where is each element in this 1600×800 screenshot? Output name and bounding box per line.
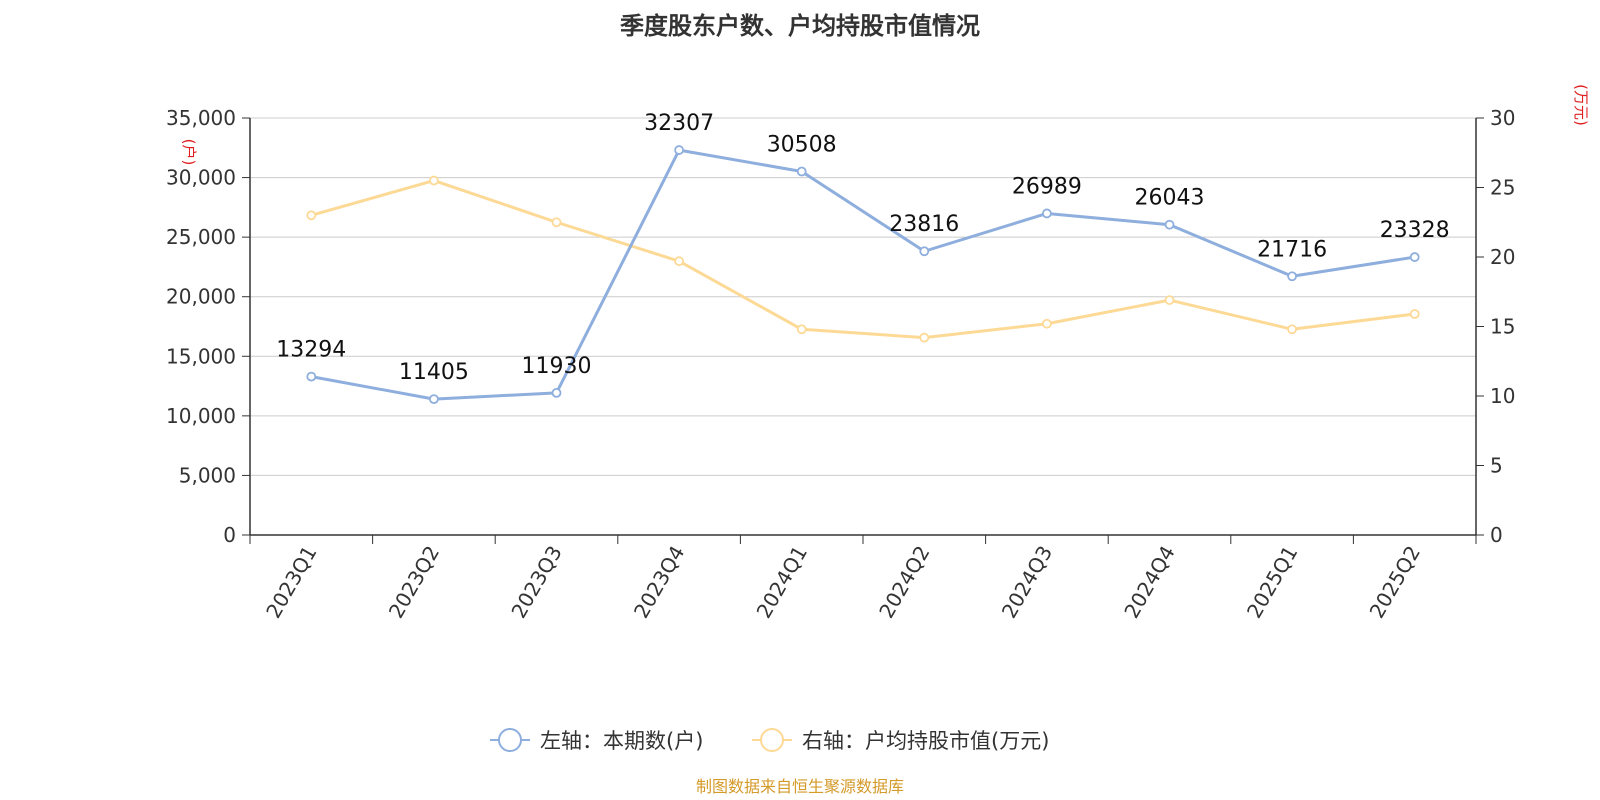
x-axis-tick-label: 2023Q4 <box>629 542 689 623</box>
x-axis-tick-label: 2023Q2 <box>384 542 444 623</box>
data-point-left <box>306 371 317 382</box>
left-axis-unit: (户) <box>180 139 198 166</box>
data-label: 23328 <box>1380 218 1450 243</box>
right-axis-tick-label: 15 <box>1490 315 1515 339</box>
right-axis-tick-label: 20 <box>1490 245 1515 269</box>
data-point-left <box>674 145 684 155</box>
right-axis-tick-label: 30 <box>1490 106 1515 130</box>
data-label: 26989 <box>1012 174 1082 199</box>
left-axis-tick-label: 35,000 <box>166 106 236 130</box>
left-axis-tick-label: 25,000 <box>166 225 236 249</box>
data-point-left <box>551 387 562 398</box>
x-axis-tick-label: 2025Q2 <box>1365 542 1425 623</box>
gridlines <box>250 117 1476 476</box>
data-label: 23816 <box>889 212 959 237</box>
legend: 左轴：本期数(户) 右轴：户均持股市值(万元) <box>490 728 1049 753</box>
series-layer <box>306 145 1420 405</box>
x-axis-tick-label: 2024Q3 <box>997 542 1057 623</box>
x-axis-tick-label: 2024Q2 <box>874 542 934 623</box>
left-axis-tick-label: 10,000 <box>166 404 236 428</box>
legend-marker-left[interactable] <box>498 728 522 752</box>
left-axis-tick-label: 5,000 <box>179 463 236 487</box>
data-point-right <box>306 210 317 221</box>
data-label: 11405 <box>399 360 469 385</box>
data-labels: 13294 11405 11930 32307 30508 23816 26989 26043… <box>276 111 1449 385</box>
series-line-left <box>311 148 1415 401</box>
left-axis-tick-label: 20,000 <box>166 285 236 309</box>
data-point-right <box>551 217 562 228</box>
data-label: 13294 <box>276 338 346 363</box>
data-point-right <box>428 175 439 186</box>
data-point-right <box>796 324 807 335</box>
axes: 0 5,000 10,000 15,000 20,000 25,000 30,000 35,0… <box>166 106 1515 622</box>
x-axis-tick-label: 2023Q1 <box>261 542 321 623</box>
x-axis-tick-label: 2023Q3 <box>506 542 566 623</box>
data-point-left <box>1287 271 1297 282</box>
right-axis-tick-label: 5 <box>1490 454 1503 478</box>
data-point-right <box>1287 324 1297 335</box>
data-point-right <box>1164 295 1175 305</box>
data-point-right <box>1409 309 1420 319</box>
series-line-right <box>310 179 1415 340</box>
data-label: 21716 <box>1257 237 1327 262</box>
left-axis-tick-label: 15,000 <box>166 344 236 368</box>
data-point-right <box>674 256 684 267</box>
x-axis-tick-label: 2024Q1 <box>752 542 812 623</box>
data-point-left <box>1409 252 1420 262</box>
left-axis-tick-label: 30,000 <box>166 166 236 190</box>
data-point-right <box>919 332 930 343</box>
right-axis-tick-label: 10 <box>1490 384 1515 408</box>
chart-title: 季度股东户数、户均持股市值情况 <box>620 12 980 40</box>
data-point-left <box>796 166 807 177</box>
data-label: 11930 <box>522 354 592 379</box>
data-point-left <box>1164 219 1175 230</box>
data-label: 32307 <box>644 111 714 136</box>
data-point-left <box>1042 208 1052 219</box>
data-label: 30508 <box>767 133 837 158</box>
data-point-right <box>1042 318 1052 329</box>
left-axis-tick-label: 0 <box>223 523 236 547</box>
data-label: 26043 <box>1135 186 1205 211</box>
x-axis-tick-label: 2025Q1 <box>1242 542 1302 623</box>
source-note: 制图数据来自恒生聚源数据库 <box>696 777 904 796</box>
right-axis-tick-label: 0 <box>1490 523 1503 547</box>
legend-marker-right[interactable] <box>760 728 784 752</box>
data-point-left <box>428 394 439 405</box>
right-axis-unit: (万元) <box>1572 84 1590 126</box>
data-point-left <box>919 246 930 257</box>
right-axis-tick-label: 25 <box>1490 176 1515 200</box>
legend-label-right[interactable]: 右轴：户均持股市值(万元) <box>802 729 1049 753</box>
x-axis-tick-label: 2024Q4 <box>1119 542 1179 623</box>
legend-label-left[interactable]: 左轴：本期数(户) <box>540 729 703 753</box>
